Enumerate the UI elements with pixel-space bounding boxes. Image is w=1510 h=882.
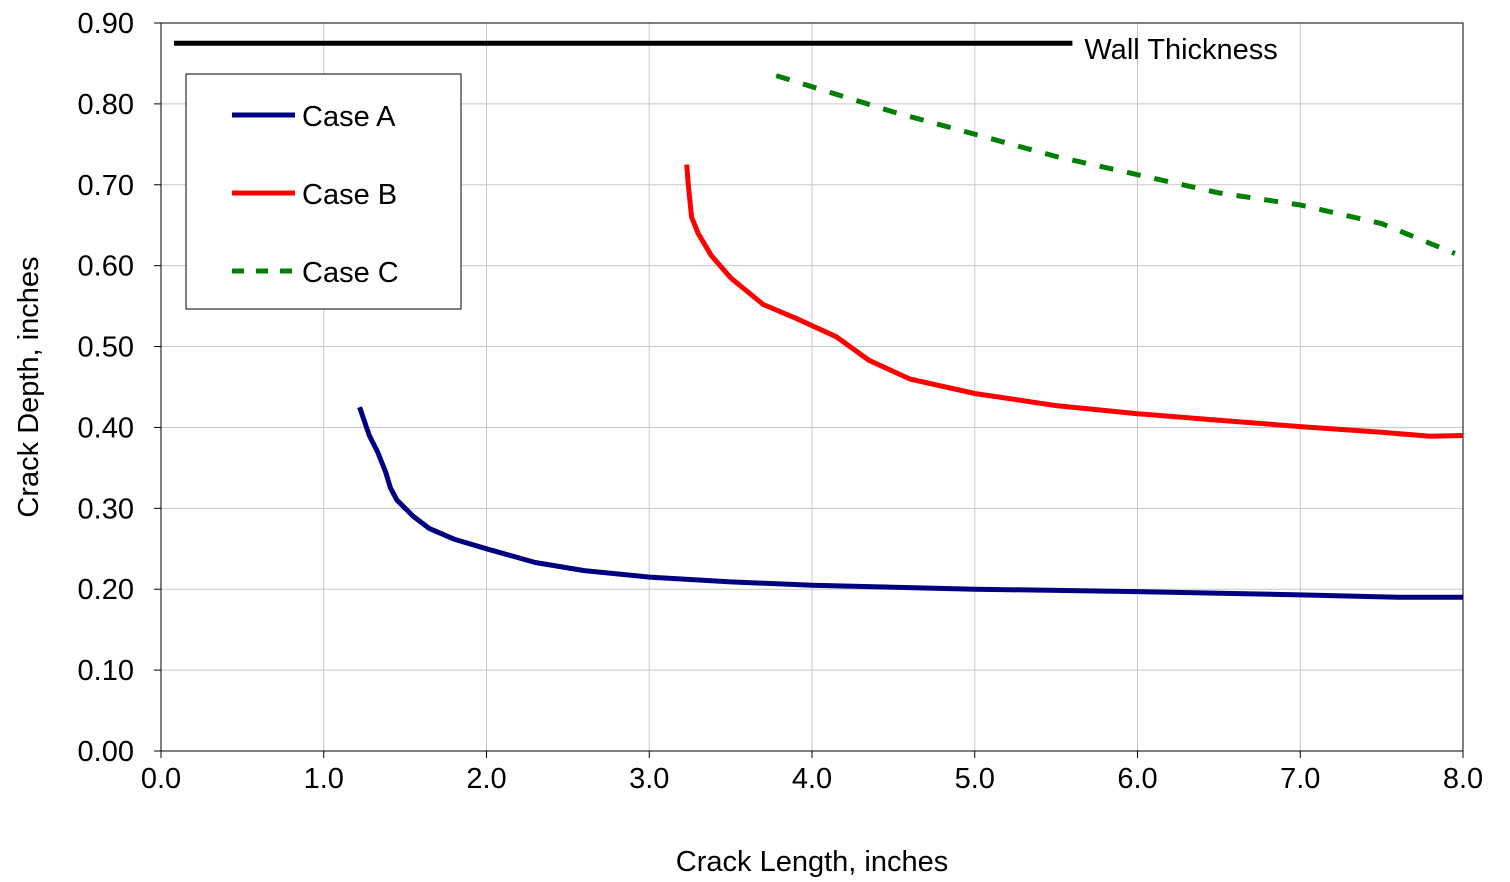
x-tick-label: 3.0 [629,763,669,795]
x-tick-label: 2.0 [466,763,506,795]
series-lines [357,73,1464,600]
series-line-case-c [775,73,1456,256]
y-tick-label: 0.20 [78,574,134,606]
legend-label-case-c: Case C [302,257,399,289]
y-tick-label: 0.10 [78,655,134,687]
y-tick-label: 0.30 [78,493,134,525]
x-tick-label: 6.0 [1117,763,1157,795]
y-tick-label: 0.40 [78,412,134,444]
axis-ticks: 0.0 1.0 2.0 3.0 4.0 5.0 6.0 7.0 8.0 0.00 0.10 0.20 0… [78,8,1484,795]
y-tick-label: 0.60 [78,251,134,283]
legend: Case A Case B Case C [185,73,462,310]
x-tick-label: 4.0 [792,763,832,795]
wall-thickness-reference: Wall Thickness [174,34,1278,66]
y-tick-label: 0.80 [78,89,134,121]
y-tick-label: 0.50 [78,332,134,364]
grid [161,23,1463,751]
legend-box [185,73,462,310]
y-tick-label: 0.70 [78,170,134,202]
x-tick-label: 0.0 [141,763,181,795]
series-line-case-b [684,164,1464,439]
x-axis-title: Crack Length, inches [676,846,948,878]
y-tick-label: 0.90 [78,8,134,40]
x-tick-label: 1.0 [304,763,344,795]
series-line-case-a [357,406,1463,600]
legend-label-case-b: Case B [302,179,397,211]
y-axis-title: Crack Depth, inches [13,256,45,517]
wall-thickness-label: Wall Thickness [1084,34,1277,66]
x-tick-label: 5.0 [955,763,995,795]
x-tick-label: 7.0 [1280,763,1320,795]
legend-label-case-a: Case A [302,101,396,133]
x-tick-label: 8.0 [1443,763,1483,795]
y-tick-label: 0.00 [78,736,134,768]
